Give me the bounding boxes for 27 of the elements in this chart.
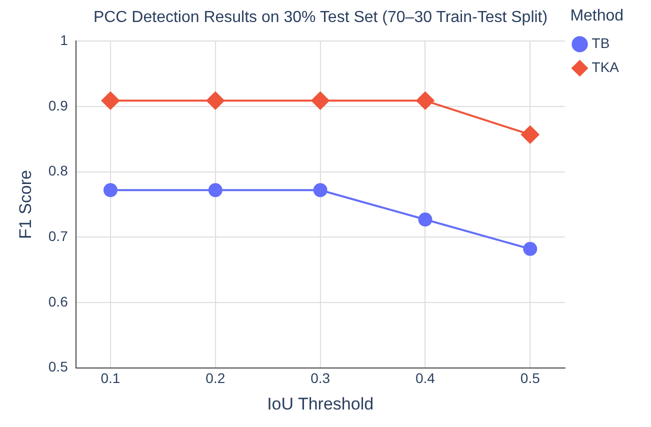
y-tick-label: 0.7: [48, 228, 68, 244]
x-axis-title: IoU Threshold: [267, 394, 374, 414]
x-tick-label: 0.5: [520, 370, 540, 386]
point: [103, 183, 118, 198]
y-tick-label: 0.8: [48, 162, 68, 179]
point: [416, 92, 434, 110]
legend-label: TKA: [592, 59, 620, 76]
x-tick-label: 0.3: [310, 370, 330, 386]
point: [418, 212, 432, 227]
y-tick-label: 0.6: [48, 293, 68, 310]
point: [311, 92, 330, 110]
point: [521, 126, 540, 144]
x-tick-label: 0.4: [416, 370, 436, 386]
point: [101, 92, 120, 110]
x-tick-label: 0.1: [100, 370, 120, 386]
point: [313, 183, 328, 198]
legend-title: Method: [570, 7, 624, 24]
point: [523, 242, 538, 256]
y-axis-title: F1 Score: [16, 170, 35, 239]
point: [206, 92, 224, 110]
chart-title: PCC Detection Results on 30% Test Set (70–30 Train-Test Split): [93, 9, 548, 26]
legend-label: TB: [592, 35, 610, 52]
y-tick-label: 0.5: [48, 358, 68, 375]
y-tick-label: 1: [60, 32, 68, 48]
x-tick-label: 0.2: [206, 370, 226, 386]
y-tick-label: 0.9: [48, 97, 68, 114]
point: [208, 183, 222, 198]
